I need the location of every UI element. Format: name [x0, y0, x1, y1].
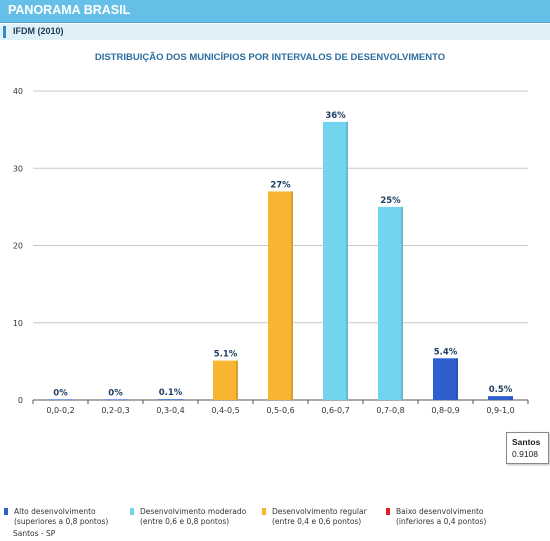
data-label: 5.4% [434, 347, 458, 357]
bar-0,4-0,5[interactable] [213, 360, 238, 400]
x-tick-label: 0,3-0,4 [156, 406, 184, 415]
x-tick-label: 0,5-0,6 [266, 406, 294, 415]
y-tick-label: 30 [13, 164, 23, 173]
x-tick-label: 0,6-0,7 [321, 406, 349, 415]
bar-shade [126, 399, 128, 400]
legend-swatch [130, 508, 134, 515]
data-label: 0% [108, 388, 123, 398]
bar-shade [236, 360, 238, 400]
legend-label: Desenvolvimento moderado [140, 507, 247, 516]
bar-0,7-0,8[interactable] [378, 206, 403, 400]
legend-sublabel: (superiores a 0,8 pontos) [14, 517, 109, 526]
panel-header: PANORAMA BRASIL [0, 0, 550, 23]
legend-sublabel: (entre 0,4 e 0,6 pontos) [272, 517, 362, 526]
bar-shade [291, 191, 293, 400]
y-tick-label: 10 [13, 319, 23, 328]
bar-0,9-1,0[interactable] [488, 396, 513, 400]
bar-shade [511, 396, 513, 400]
section-bar: IFDM (2010) [0, 24, 550, 40]
tooltip: Santos 0.9108 [506, 432, 549, 464]
location-caption: Santos - SP [13, 529, 56, 538]
y-tick-label: 20 [13, 242, 23, 251]
data-label: 36% [325, 111, 346, 121]
data-label: 0% [53, 388, 68, 398]
tooltip-value: 0.9108 [512, 449, 538, 459]
legend-label: Baixo desenvolvimento [396, 507, 484, 516]
bar-shade [401, 206, 403, 400]
legend-swatch [386, 508, 390, 515]
x-tick-label: 0,2-0,3 [101, 406, 129, 415]
bar-shade [456, 358, 458, 400]
y-tick-label: 0 [18, 396, 23, 405]
tooltip-name: Santos [512, 437, 541, 447]
data-label: 25% [380, 196, 401, 206]
data-label: 0.5% [489, 385, 513, 395]
section-marker [3, 26, 6, 38]
data-label: 27% [270, 180, 291, 190]
bars: 0% 0% 0.1% 5.1% 27% 36% 25% 5.4% 0.5% [48, 111, 513, 401]
bar-shade [71, 399, 73, 400]
section-title: IFDM (2010) [13, 26, 64, 36]
bar-0,3-0,4[interactable] [158, 399, 183, 400]
bar-0,0-0,2[interactable] [48, 399, 73, 400]
y-axis-ticks: 0 10 20 30 40 [13, 87, 23, 405]
bar-0,6-0,7[interactable] [323, 121, 348, 401]
legend: Alto desenvolvimento (superiores a 0,8 p… [0, 507, 550, 541]
panel-title: PANORAMA BRASIL [8, 3, 131, 17]
legend-swatch [4, 508, 8, 515]
bar-0,2-0,3[interactable] [103, 399, 128, 400]
bar-0,5-0,6[interactable] [268, 191, 293, 400]
x-tick-label: 0,9-1,0 [486, 406, 514, 415]
x-tick-label: 0,4-0,5 [211, 406, 239, 415]
legend-swatch [262, 508, 266, 515]
legend-label: Desenvolvimento regular [272, 507, 367, 516]
data-label: 0.1% [159, 388, 183, 398]
legend-label: Alto desenvolvimento [14, 507, 96, 516]
x-tick-label: 0,7-0,8 [376, 406, 404, 415]
chart-title: DISTRIBUIÇÃO DOS MUNICÍPIOS POR INTERVAL… [94, 52, 446, 63]
legend-sublabel: (entre 0,6 e 0,8 pontos) [140, 517, 230, 526]
data-label: 5.1% [214, 350, 238, 360]
legend-sublabel: (inferiores a 0,4 pontos) [396, 517, 487, 526]
bar-shade [346, 121, 348, 401]
bar-shade [181, 399, 183, 400]
x-tick-label: 0,0-0,2 [46, 406, 74, 415]
bar-0,8-0,9[interactable] [433, 358, 458, 400]
x-tick-label: 0,8-0,9 [431, 406, 459, 415]
y-tick-label: 40 [13, 87, 23, 96]
x-axis-ticks: 0,0-0,2 0,2-0,3 0,3-0,4 0,4-0,5 0,5-0,6 0,6-0… [32, 400, 529, 415]
